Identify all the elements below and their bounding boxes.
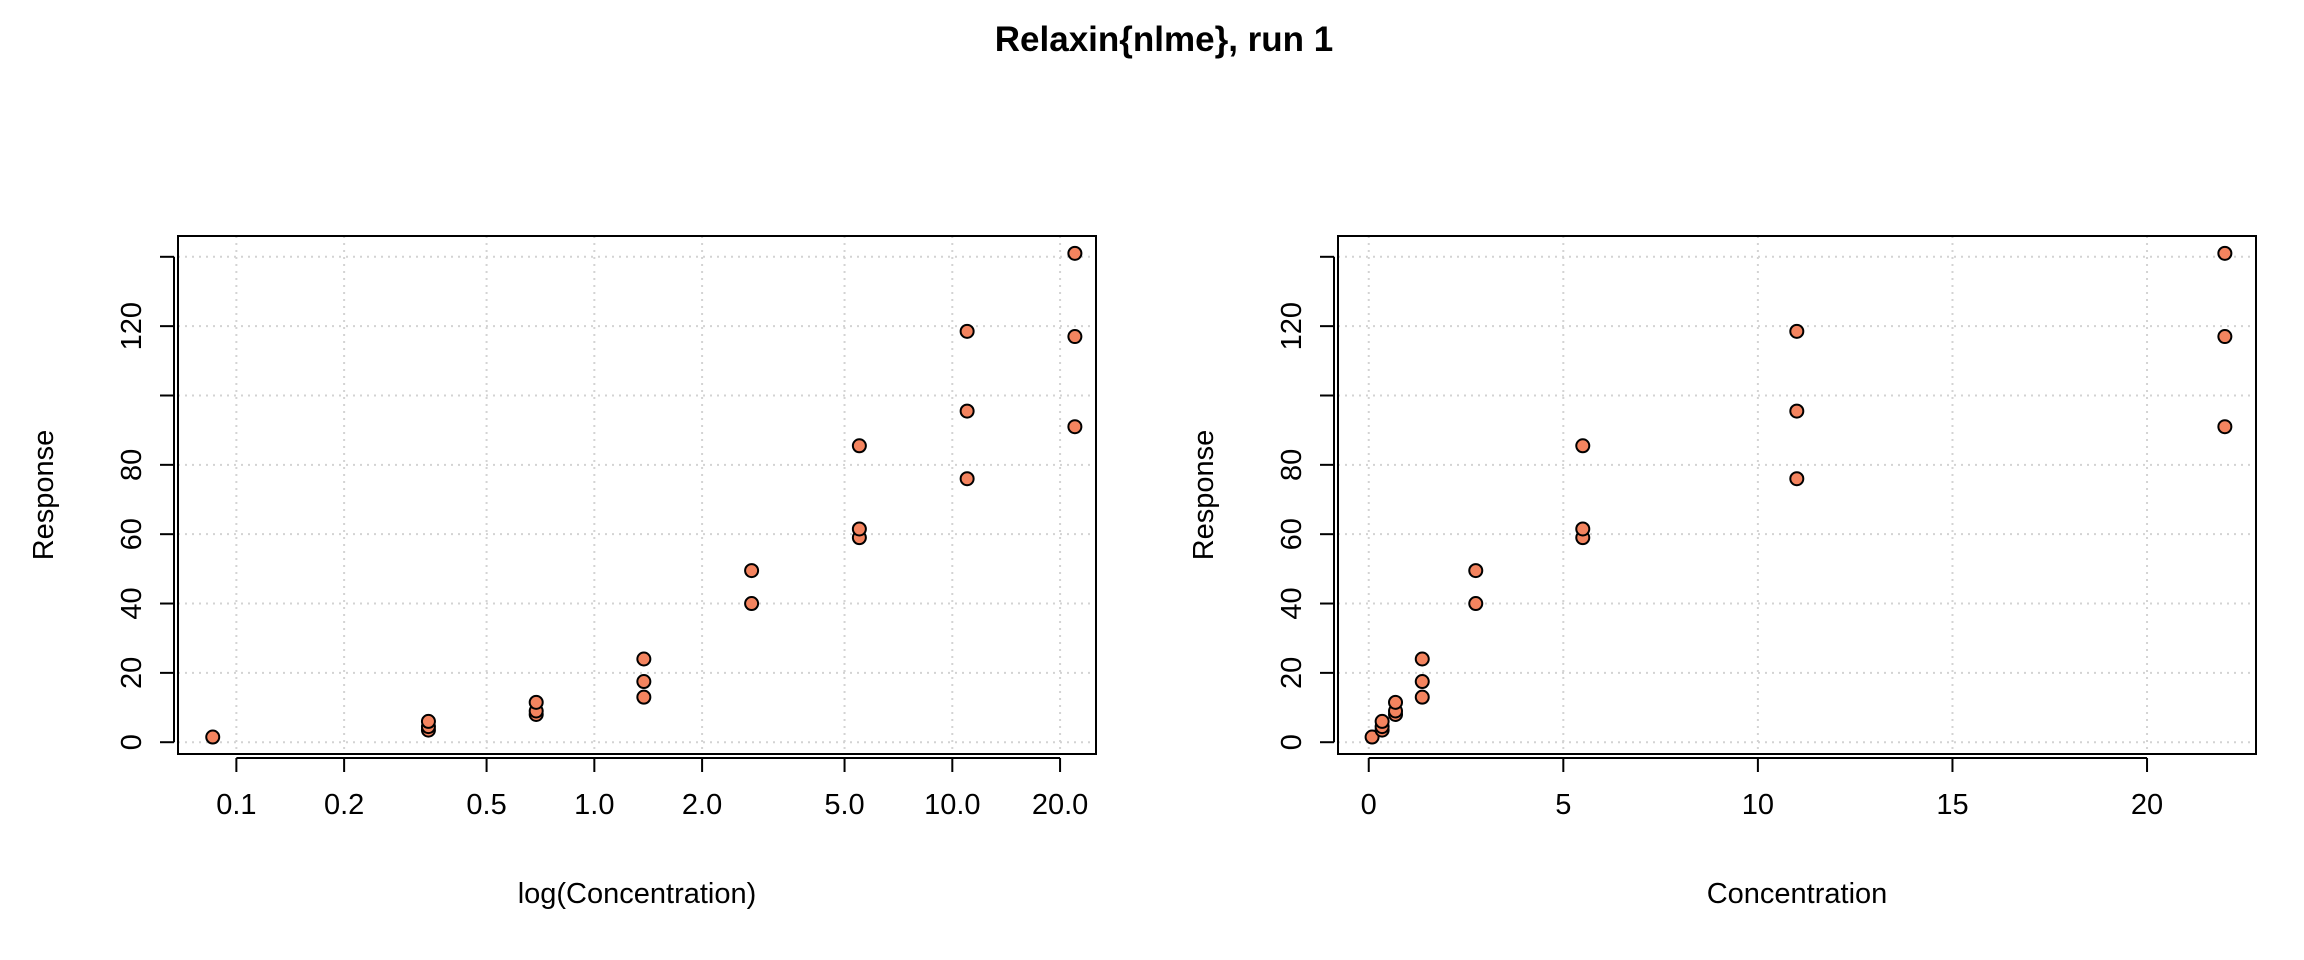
data-point [528,694,544,710]
data-point [636,674,652,690]
panel-log-concentration: 0.1 0.2 0.5 1.0 2.0 5.0 10.0 20.0 020406080120 … [28,235,1097,910]
data-point [959,471,975,487]
data-point [1067,245,1083,261]
data-point [1388,694,1404,710]
data-point [1414,674,1430,690]
data-point [1575,521,1591,537]
plot-frame [177,235,1097,755]
plot-frame [1337,235,2257,755]
data-point [205,729,221,745]
data-point [851,438,867,454]
x-tick-label: 0.2 [324,789,364,821]
data-point [1067,329,1083,345]
data-point [1414,689,1430,705]
data-point [959,323,975,339]
y-tick-label: 80 [116,449,148,481]
data-point [744,563,760,579]
y-tick-label: 120 [1276,302,1308,350]
y-axis: 0 20 40 60 80 120 [1276,255,1335,750]
data-point [2217,329,2233,345]
data-point [1414,651,1430,667]
y-tick-label: 60 [1276,518,1308,550]
data-point [636,651,652,667]
y-tick-label: 0 [1276,734,1308,750]
data-point [1468,596,1484,612]
data-point [1789,323,1805,339]
x-tick-label: 1.0 [574,789,614,821]
figure-title: Relaxin{nlme}, run 1 [995,20,1333,59]
data-point [420,713,436,729]
data-point [2217,245,2233,261]
x-axis: 0 5 10 15 20 [1361,757,2163,821]
data-point [1789,471,1805,487]
data-point [1575,438,1591,454]
y-tick-label: 20 [1276,657,1308,689]
x-tick-label: 5.0 [824,789,864,821]
x-axis-title: Concentration [1707,878,1888,910]
x-tick-label: 15 [1936,789,1968,821]
y-tick-label: 40 [1276,587,1308,619]
x-tick-label: 10.0 [924,789,980,821]
y-tick-label: 80 [1276,449,1308,481]
y-tick-label: 0 [116,734,148,750]
data-points [205,245,1083,745]
data-point [1374,713,1390,729]
x-tick-label: 0.5 [466,789,506,821]
x-tick-label: 0 [1361,789,1377,821]
y-axis-title: Response [28,430,60,561]
data-point [959,403,975,419]
data-point [1789,403,1805,419]
data-points [1364,245,2233,745]
data-point [1364,729,1380,745]
x-tick-label: 10 [1742,789,1774,821]
data-point [2217,419,2233,435]
y-tick-label: 120 [116,302,148,350]
x-tick-label: 20.0 [1032,789,1088,821]
grid [1338,236,2256,754]
x-tick-label: 0.1 [216,789,256,821]
x-axis: 0.1 0.2 0.5 1.0 2.0 5.0 10.0 20.0 [216,757,1088,821]
data-point [1468,563,1484,579]
grid [178,236,1096,754]
y-tick-label: 20 [116,657,148,689]
x-tick-label: 20 [2131,789,2163,821]
x-axis-title: log(Concentration) [518,878,757,910]
x-tick-label: 2.0 [682,789,722,821]
data-point [1067,419,1083,435]
x-tick-label: 5 [1555,789,1571,821]
y-tick-label: 40 [116,587,148,619]
panel-concentration: 0 5 10 15 20 0 20 40 60 80 120 Concentration Resp… [1188,235,2257,910]
y-tick-label: 60 [116,518,148,550]
data-point [744,596,760,612]
data-point [851,521,867,537]
y-axis: 0 20 40 60 80 120 [116,255,175,750]
data-point [636,689,652,705]
y-axis-title: Response [1188,430,1220,561]
